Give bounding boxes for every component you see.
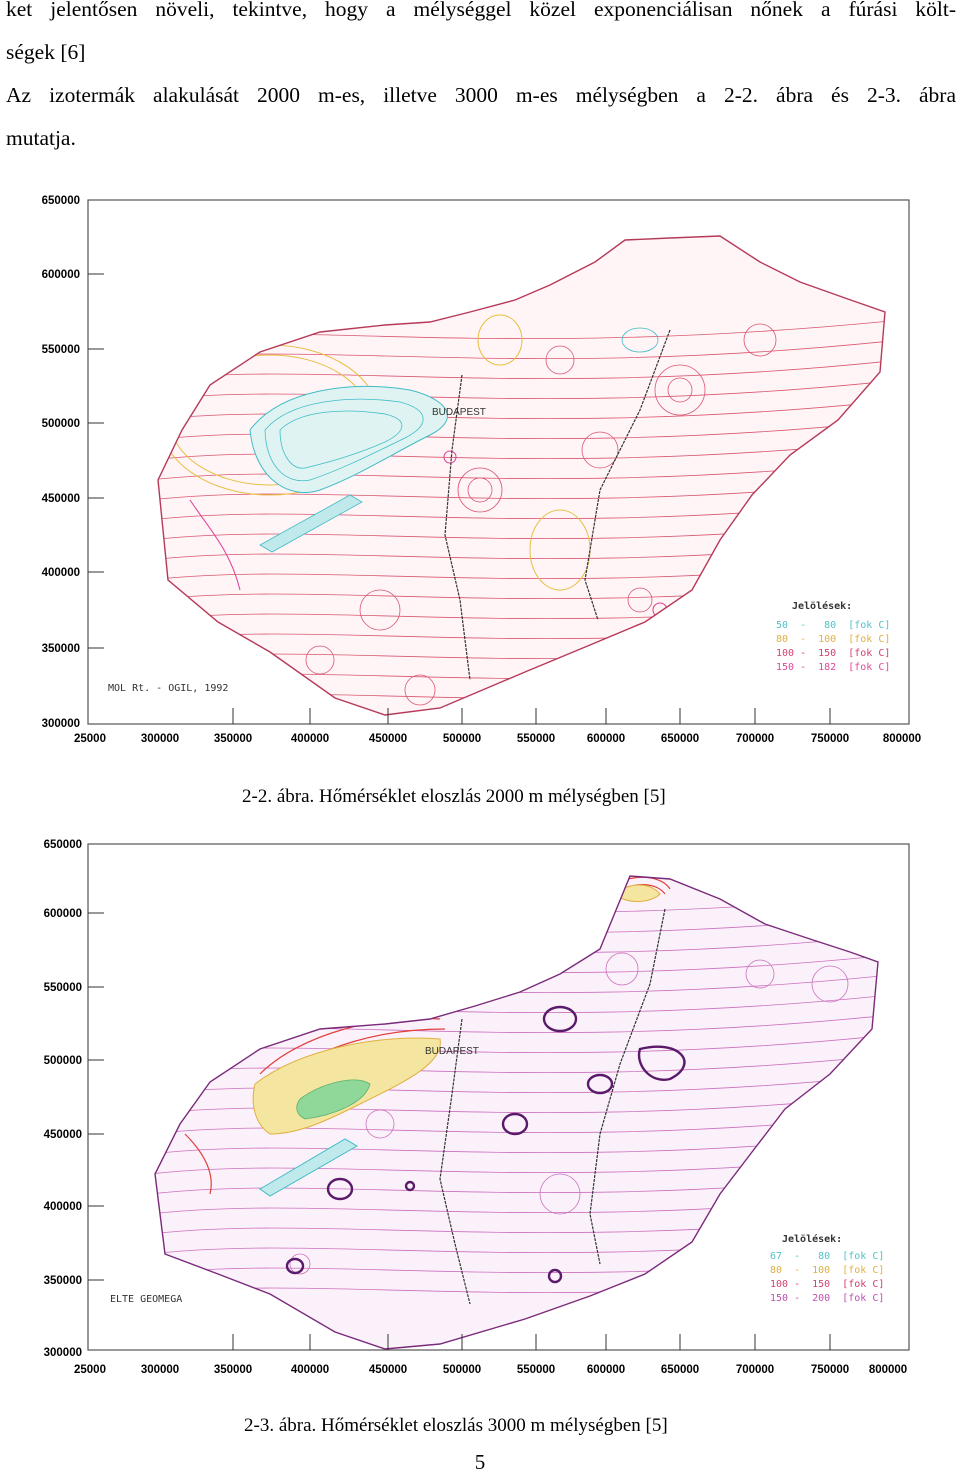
x-tick-label: 300000 (141, 733, 179, 745)
x-tick-label: 500000 (443, 1364, 481, 1376)
y-axis-labels: 650000 600000 550000 500000 450000 40000… (42, 195, 80, 730)
x-tick-label: 600000 (587, 733, 625, 745)
x-tick-label: 550000 (517, 1364, 555, 1376)
x-tick-label: 450000 (369, 733, 407, 745)
boundary-line (584, 329, 671, 621)
x-tick-label: 750000 (811, 1364, 849, 1376)
figure-2-2: 650000 600000 550000 500000 450000 40000… (0, 190, 960, 755)
tick-marks (88, 912, 831, 1350)
legend-entry: 67 - 80 [fok C] (770, 1251, 884, 1262)
y-tick-label: 500000 (42, 418, 80, 430)
legend-title: Jelölések: (792, 600, 852, 612)
x-tick-label: 800000 (883, 733, 921, 745)
paragraph-2-line-1: Az izotermák alakulását 2000 m-es, illet… (6, 83, 956, 107)
x-tick-label: 700000 (736, 733, 774, 745)
y-tick-label: 550000 (42, 344, 80, 356)
x-tick-label: 450000 (369, 1364, 407, 1376)
figure-caption-2-3: 2-3. ábra. Hőmérséklet eloszlás 3000 m m… (244, 1415, 668, 1436)
y-tick-label: 400000 (44, 1201, 82, 1213)
x-tick-label: 25000 (74, 733, 106, 745)
y-tick-label: 600000 (44, 908, 82, 920)
x-tick-label: 650000 (661, 1364, 699, 1376)
x-tick-label: 750000 (811, 733, 849, 745)
paragraph-1-line-2: ségek [6] (6, 40, 86, 64)
contour-field (158, 236, 885, 715)
y-tick-label: 550000 (44, 982, 82, 994)
page-number: 5 (474, 1450, 486, 1474)
y-tick-label: 350000 (44, 1275, 82, 1287)
paragraph-2-line-2: mutatja. (6, 126, 76, 150)
legend-entry: 100 - 150 [fok C] (776, 648, 890, 659)
x-tick-label: 500000 (443, 733, 481, 745)
y-axis-labels: 650000 600000 550000 500000 450000 40000… (44, 839, 82, 1359)
x-tick-label: 600000 (587, 1364, 625, 1376)
figure-caption-2-2: 2-2. ábra. Hőmérséklet eloszlás 2000 m m… (242, 786, 666, 807)
x-tick-label: 300000 (141, 1364, 179, 1376)
x-tick-label: 25000 (74, 1364, 106, 1376)
paragraph-1-line-1: ket jelentősen növeli, tekintve, hogy a … (6, 0, 956, 21)
source-label: ELTE GEOMEGA (110, 1294, 182, 1305)
x-tick-label: 550000 (517, 733, 555, 745)
legend-entry: 80 - 100 [fok C] (776, 634, 890, 645)
y-tick-label: 450000 (42, 493, 80, 505)
x-tick-label: 400000 (291, 1364, 329, 1376)
legend-entry: 50 - 80 [fok C] (776, 620, 890, 631)
y-tick-label: 400000 (42, 567, 80, 579)
y-tick-label: 600000 (42, 269, 80, 281)
legend-entry: 150 - 182 [fok C] (776, 662, 890, 673)
figure-2-3: 650000 600000 550000 500000 450000 40000… (0, 834, 960, 1379)
plot-frame (87, 199, 910, 725)
x-tick-label: 700000 (736, 1364, 774, 1376)
x-tick-label: 400000 (291, 733, 329, 745)
legend: Jelölések: 67 - 80 [fok C] 80 - 100 [fok… (770, 1233, 884, 1304)
y-tick-label: 450000 (44, 1129, 82, 1141)
legend-entry: 80 - 100 [fok C] (770, 1265, 884, 1276)
legend-title: Jelölések: (782, 1233, 842, 1245)
y-tick-label: 650000 (42, 195, 80, 207)
city-label: BUDAPEST (425, 1046, 479, 1057)
legend-entry: 100 - 150 [fok C] (770, 1279, 884, 1290)
legend-entry: 150 - 200 [fok C] (770, 1293, 884, 1304)
paragraph-2: Az izotermák alakulását 2000 m-es, illet… (6, 74, 956, 160)
legend: Jelölések: 50 - 80 [fok C] 80 - 100 [fok… (776, 600, 890, 673)
map-2000m: 650000 600000 550000 500000 450000 40000… (42, 195, 922, 745)
x-axis-labels: 25000 300000 350000 400000 450000 500000… (74, 733, 921, 745)
map-3000m: 650000 600000 550000 500000 450000 40000… (44, 839, 910, 1376)
y-tick-label: 500000 (44, 1055, 82, 1067)
x-tick-label: 350000 (214, 1364, 252, 1376)
y-tick-label: 300000 (42, 718, 80, 730)
paragraph-1: ket jelentősen növeli, tekintve, hogy a … (6, 0, 956, 74)
boundary-line (439, 1018, 471, 1305)
y-tick-label: 650000 (44, 839, 82, 851)
x-tick-label: 650000 (661, 733, 699, 745)
x-tick-label: 800000 (869, 1364, 907, 1376)
boundary-line (444, 374, 471, 681)
boundary-line (589, 908, 666, 1265)
x-axis-labels: 25000 300000 350000 400000 450000 500000… (74, 1364, 907, 1376)
x-tick-label: 350000 (214, 733, 252, 745)
y-tick-label: 300000 (44, 1347, 82, 1359)
tick-marks (88, 273, 831, 724)
source-label: MOL Rt. - OGIL, 1992 (108, 683, 228, 694)
plot-frame (87, 843, 910, 1351)
y-tick-label: 350000 (42, 643, 80, 655)
city-label: BUDAPEST (432, 407, 486, 418)
